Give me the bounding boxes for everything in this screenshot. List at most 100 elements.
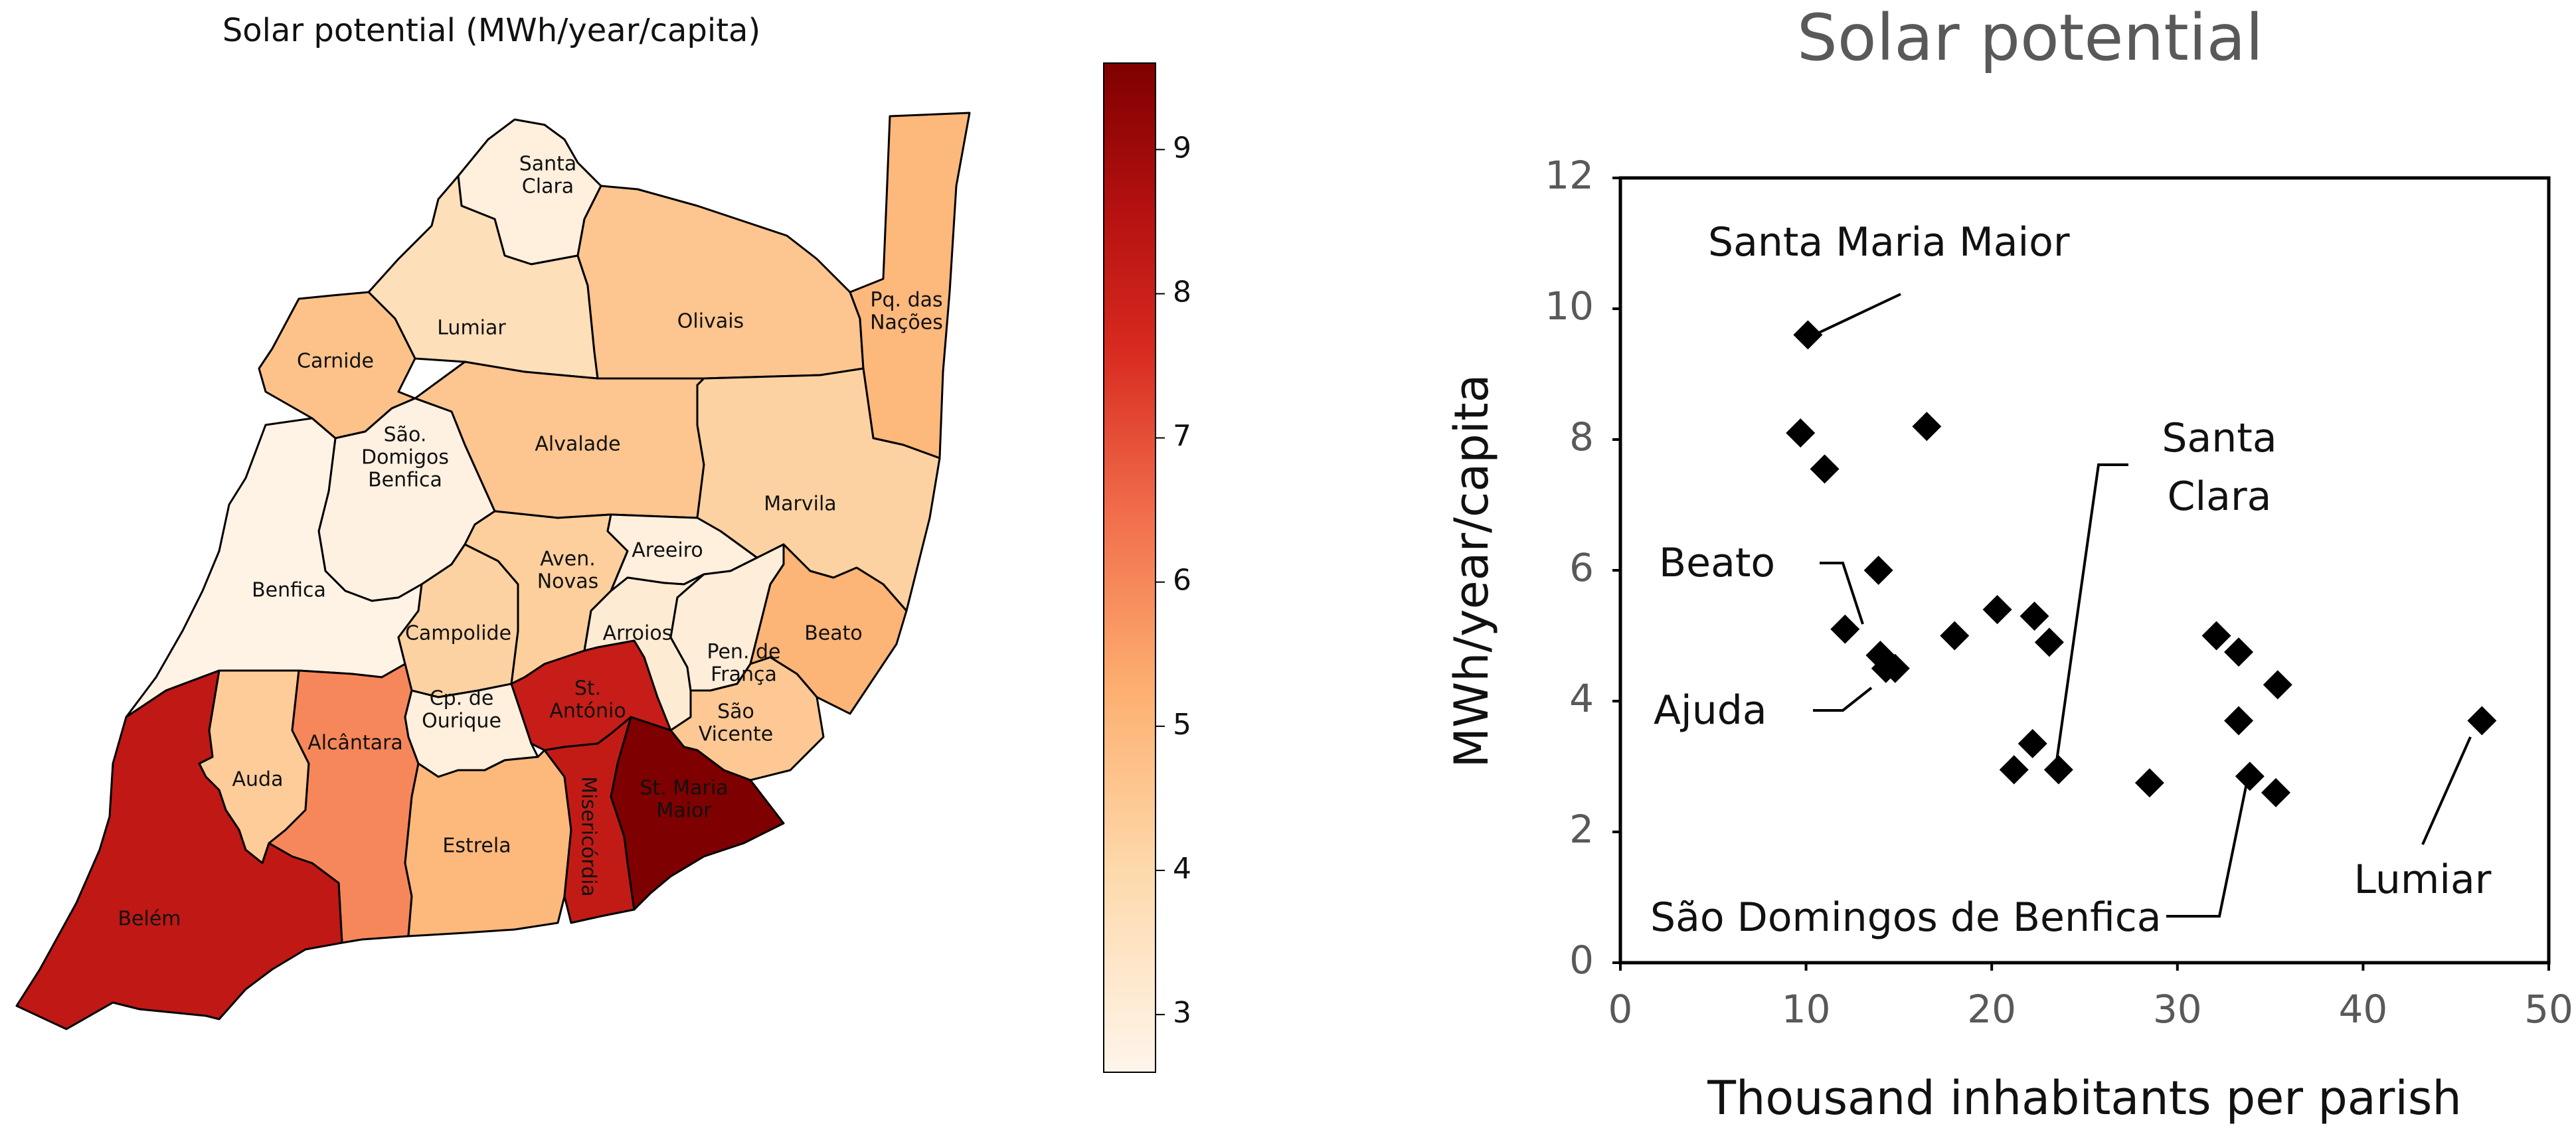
parish-label-sao-vicente-line2: Vicente (699, 723, 773, 746)
leader-santa-clara (2054, 463, 2128, 771)
annotation-sao-domingos-de-benfica: São Domingos de Benfica (1650, 894, 2162, 941)
data-points (1786, 320, 2497, 807)
leader-lumiar (2421, 736, 2472, 845)
data-point-5 (1863, 556, 1893, 585)
data-point-24 (2467, 706, 2497, 736)
y-tick-label: 6 (1569, 545, 1594, 590)
parish-label-aven-novas-line2: Novas (537, 570, 599, 594)
parish-label-alcantara: Alcântara (307, 732, 403, 755)
parish-label-areeiro: Areeiro (632, 539, 703, 562)
annotation-labels: Santa Maria Maior Santa Clara Beato Ajud… (1650, 219, 2492, 941)
parish-label-st-maria-maior-line2: Maior (656, 799, 712, 823)
parish-label-sao-domingos-benfica-line2: Domigos (361, 446, 449, 469)
data-point-10 (1940, 621, 1970, 651)
parish-label-beato: Beato (804, 622, 863, 645)
data-point-1 (1793, 320, 1823, 350)
scatter-panel: Solar potential 0 2 4 6 8 10 12 0 10 20 30 40 50 Th… (1444, 1, 2573, 1125)
parish-beato (749, 543, 908, 715)
leader-santa-maria-maior (1806, 293, 1901, 340)
colorbar-ticks: 3 4 5 6 7 8 9 (1156, 131, 1191, 1030)
parish-label-sao-domingos-benfica-line3: Benfica (368, 469, 442, 492)
colorbar-tick-label: 5 (1173, 708, 1191, 742)
data-point-23 (2261, 777, 2290, 807)
data-point-18 (2201, 621, 2231, 651)
parish-olivais (576, 185, 865, 380)
parish-label-lumiar: Lumiar (437, 317, 506, 340)
parish-label-carnide: Carnide (297, 350, 374, 373)
parish-label-alvalade: Alvalade (535, 433, 620, 456)
y-tick-label: 2 (1569, 807, 1594, 852)
annotation-beato: Beato (1659, 540, 1775, 586)
scatter-title: Solar potential (1797, 1, 2263, 75)
x-tick-label: 50 (2524, 987, 2573, 1032)
parish-st-maria-maior (610, 716, 785, 911)
annotation-santa-clara-line1: Santa (2162, 415, 2276, 461)
data-point-15 (1999, 755, 2029, 785)
data-point-20 (2224, 706, 2254, 736)
parish-label-pq-das-nacoes-line2: Nações (870, 311, 943, 335)
data-point-12 (2019, 601, 2049, 631)
colorbar-tick-label: 8 (1173, 275, 1191, 309)
data-point-17 (2134, 768, 2164, 798)
parish-label-benfica: Benfica (252, 579, 326, 602)
colorbar-tick-label: 4 (1173, 852, 1191, 886)
x-tick-label: 0 (1608, 987, 1633, 1032)
parish-label-sao-vicente-line1: São (717, 700, 754, 724)
parish-label-st-maria-maior-line1: St. Maria (640, 777, 728, 800)
parish-label-santa-clara-line1: Santa (519, 153, 577, 176)
x-axis-label: Thousand inhabitants per parish (1707, 1071, 2461, 1125)
parish-layer (15, 112, 971, 1030)
y-tick-label: 0 (1569, 937, 1594, 983)
parish-label-cp-de-ourique-line1: Cp. de (430, 687, 494, 710)
annotation-ajuda: Ajuda (1654, 687, 1767, 734)
y-tick-label: 10 (1545, 284, 1594, 329)
data-point-22 (2235, 762, 2265, 791)
y-tick-label: 4 (1569, 676, 1594, 721)
parish-label-pen-de-franca-line2: França (711, 663, 777, 687)
x-tick-label: 40 (2338, 987, 2387, 1032)
y-tick-labels: 0 2 4 6 8 10 12 (1545, 153, 1620, 983)
annotation-leaders (1806, 293, 2472, 918)
leader-beato (1820, 562, 1864, 625)
parish-label-auda: Auda (232, 768, 284, 791)
colorbar: 3 4 5 6 7 8 9 (1103, 62, 1191, 1073)
y-axis-label: MWh/year/capita (1444, 374, 1499, 768)
data-point-3 (1810, 454, 1840, 484)
parish-label-marvila: Marvila (764, 493, 836, 516)
map-panel: Solar potential (MWh/year/capita) SantaC… (15, 12, 971, 1030)
y-tick-label: 8 (1569, 414, 1594, 459)
annotation-santa-maria-maior: Santa Maria Maior (1708, 219, 2070, 266)
leader-ajuda (1813, 687, 1873, 712)
data-point-9 (1880, 653, 1910, 683)
data-point-21 (2263, 670, 2292, 700)
colorbar-tick-label: 9 (1173, 131, 1191, 165)
parish-label-campolide: Campolide (405, 622, 511, 645)
annotation-santa-clara-line2: Clara (2168, 473, 2272, 520)
x-tick-label: 30 (2153, 987, 2202, 1032)
data-point-2 (1786, 418, 1816, 448)
parish-label-st-antonio-line2: António (549, 700, 626, 723)
parish-label-belem: Belém (118, 908, 181, 931)
parish-label-misericordia: Misericórdia (577, 776, 600, 896)
parish-label-st-antonio-line1: St. (574, 677, 601, 700)
annotation-lumiar: Lumiar (2354, 856, 2492, 903)
colorbar-tick-label: 6 (1173, 564, 1191, 598)
data-point-6 (1830, 614, 1860, 644)
parish-label-pen-de-franca-line1: Pen. de (707, 641, 780, 664)
data-point-13 (2034, 627, 2064, 657)
data-point-11 (1982, 595, 2012, 625)
parish-label-sao-domingos-benfica-line1: São. (384, 424, 427, 447)
colorbar-gradient (1103, 62, 1156, 1073)
data-point-16 (2043, 755, 2073, 785)
parish-label-aven-novas-line1: Aven. (540, 548, 596, 571)
data-point-19 (2224, 637, 2254, 667)
x-tick-label: 20 (1967, 987, 2016, 1032)
y-tick-label: 12 (1545, 153, 1594, 198)
parish-label-olivais: Olivais (677, 310, 744, 333)
colorbar-tick-label: 3 (1173, 996, 1191, 1030)
x-tick-labels: 0 10 20 30 40 50 (1608, 963, 2573, 1032)
data-point-4 (1912, 412, 1942, 442)
colorbar-tick-label: 7 (1173, 420, 1191, 453)
